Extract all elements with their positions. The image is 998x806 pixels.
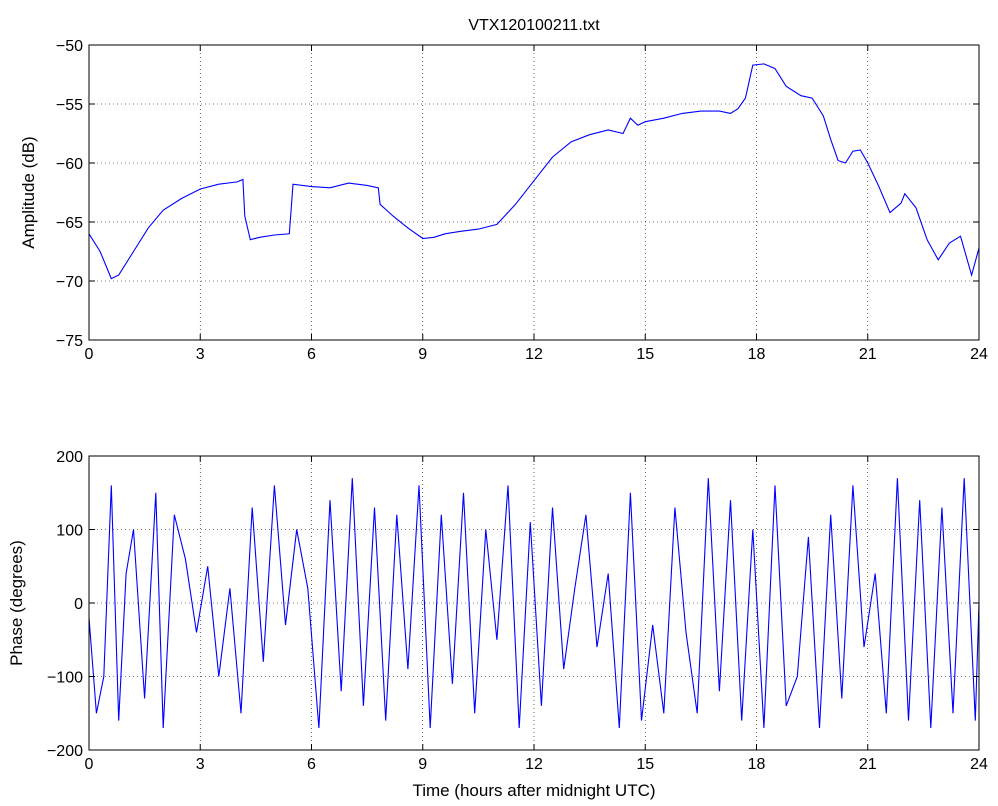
x-tick-label: 18: [748, 756, 766, 773]
x-tick-label: 21: [859, 756, 877, 773]
y-tick-label: −60: [56, 156, 83, 173]
x-tick-label: 15: [636, 756, 654, 773]
series-line: [88, 478, 980, 729]
series-group: [88, 478, 980, 729]
y-tick-label: 200: [56, 449, 83, 466]
y-tick-label: −75: [56, 333, 83, 350]
x-tick-label: 15: [636, 346, 654, 363]
x-tick-label: 6: [307, 756, 316, 773]
phase-panel: Time (hours after midnight UTC) Phase (d…: [7, 449, 988, 800]
axis-ticks: 0 3 6 9 12 15 18 21 24 −75 −70 −65 −60 −55 −50: [56, 38, 988, 363]
x-tick-label: 21: [859, 346, 877, 363]
y-tick-label: 100: [56, 523, 83, 540]
x-tick-label: 0: [85, 346, 94, 363]
grid-lines: [89, 45, 979, 340]
x-tick-label: 6: [307, 346, 316, 363]
y-tick-label: 0: [74, 596, 83, 613]
x-tick-label: 24: [970, 756, 988, 773]
y-tick-label: −55: [56, 97, 83, 114]
series-line: [88, 63, 980, 280]
x-tick-label: 0: [85, 756, 94, 773]
x-tick-label: 24: [970, 346, 988, 363]
x-tick-label: 12: [525, 346, 543, 363]
y-tick-label: −65: [56, 215, 83, 232]
y-tick-label: −50: [56, 38, 83, 55]
series-group: [88, 63, 980, 280]
chart-title: VTX120100211.txt: [468, 17, 600, 34]
axis-ticks: 0 3 6 9 12 15 18 21 24 −200 −100 0 100 200: [47, 449, 988, 773]
x-tick-label: 3: [196, 756, 205, 773]
y-axis-label: Phase (degrees): [7, 540, 26, 666]
x-tick-label: 9: [418, 346, 427, 363]
amplitude-panel: VTX120100211.txt Amplitude (dB) 0 3 6 9 12 15…: [19, 17, 988, 363]
y-axis-label: Amplitude (dB): [19, 136, 38, 248]
y-tick-label: −200: [47, 743, 83, 760]
x-tick-label: 18: [748, 346, 766, 363]
y-tick-label: −100: [47, 670, 83, 687]
x-axis-label: Time (hours after midnight UTC): [412, 781, 655, 800]
x-tick-label: 12: [525, 756, 543, 773]
x-tick-label: 3: [196, 346, 205, 363]
y-tick-label: −70: [56, 274, 83, 291]
x-tick-label: 9: [418, 756, 427, 773]
